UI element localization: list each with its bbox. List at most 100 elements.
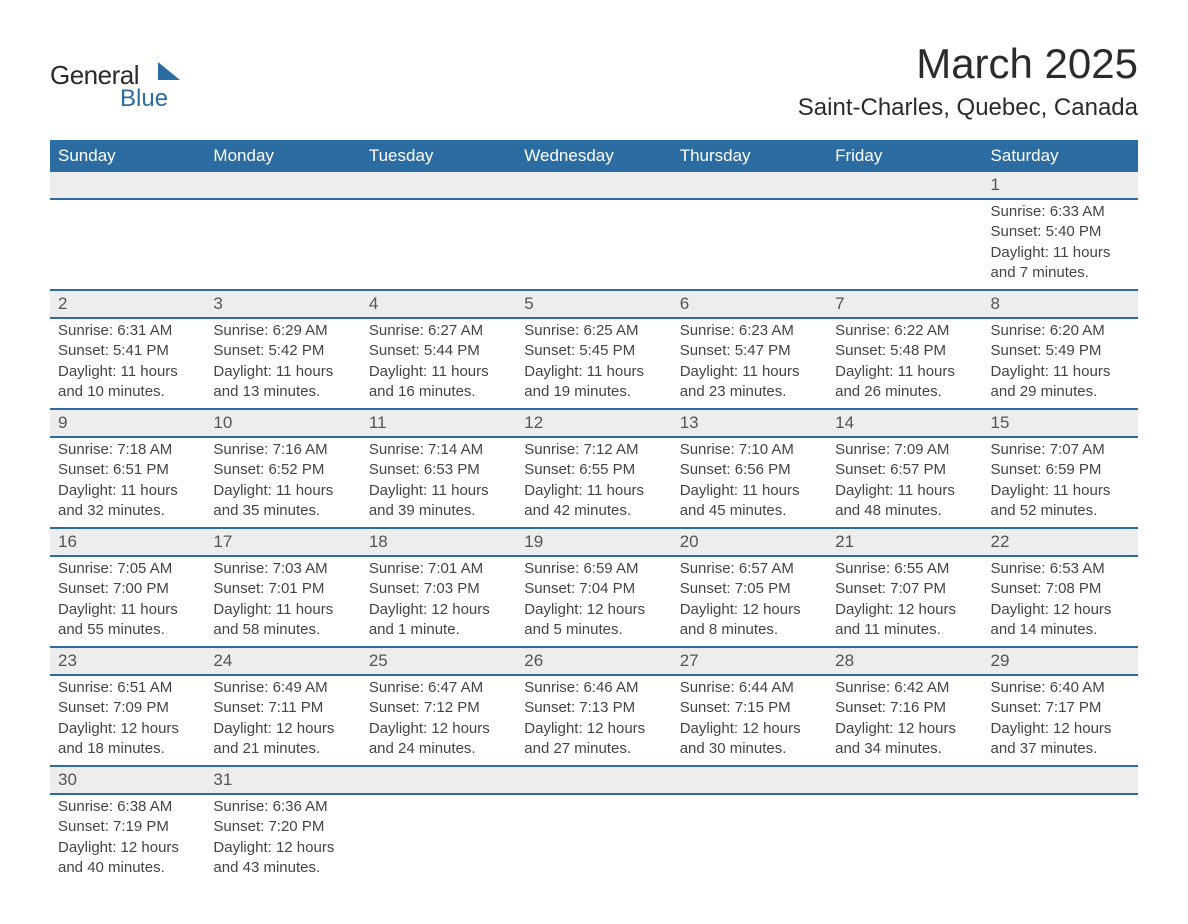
- daylight-text: Daylight: 11 hours and 45 minutes.: [680, 481, 819, 522]
- sunset-text: Sunset: 7:00 PM: [58, 579, 197, 599]
- location: Saint-Charles, Quebec, Canada: [798, 94, 1138, 122]
- day-content-cell: [516, 199, 671, 290]
- day-number-cell: 5: [516, 290, 671, 318]
- daylight-text: Daylight: 11 hours and 19 minutes.: [524, 362, 663, 403]
- day-number-cell: [983, 766, 1138, 794]
- month-title: March 2025: [798, 40, 1138, 88]
- day-content-cell: Sunrise: 6:40 AMSunset: 7:17 PMDaylight:…: [983, 675, 1138, 766]
- day-number-cell: 22: [983, 528, 1138, 556]
- sunrise-text: Sunrise: 6:29 AM: [213, 321, 352, 341]
- calendar-table: Sunday Monday Tuesday Wednesday Thursday…: [50, 140, 1138, 884]
- day-content-cell: Sunrise: 6:36 AMSunset: 7:20 PMDaylight:…: [205, 794, 360, 884]
- day-content-cell: [361, 794, 516, 884]
- day-content-cell: Sunrise: 6:42 AMSunset: 7:16 PMDaylight:…: [827, 675, 982, 766]
- day-number-cell: 30: [50, 766, 205, 794]
- daylight-text: Daylight: 11 hours and 35 minutes.: [213, 481, 352, 522]
- day-number-cell: 4: [361, 290, 516, 318]
- day-content-cell: Sunrise: 6:38 AMSunset: 7:19 PMDaylight:…: [50, 794, 205, 884]
- sunset-text: Sunset: 5:45 PM: [524, 341, 663, 361]
- sunset-text: Sunset: 5:49 PM: [991, 341, 1130, 361]
- sunrise-text: Sunrise: 7:18 AM: [58, 440, 197, 460]
- sunset-text: Sunset: 6:52 PM: [213, 460, 352, 480]
- day-content-cell: Sunrise: 7:18 AMSunset: 6:51 PMDaylight:…: [50, 437, 205, 528]
- week-4-content-row: Sunrise: 6:51 AMSunset: 7:09 PMDaylight:…: [50, 675, 1138, 766]
- day-content-cell: Sunrise: 7:16 AMSunset: 6:52 PMDaylight:…: [205, 437, 360, 528]
- day-number-cell: 17: [205, 528, 360, 556]
- sunset-text: Sunset: 5:47 PM: [680, 341, 819, 361]
- weekday-friday: Friday: [827, 140, 982, 172]
- sunrise-text: Sunrise: 6:23 AM: [680, 321, 819, 341]
- day-number-cell: 28: [827, 647, 982, 675]
- sunrise-text: Sunrise: 7:14 AM: [369, 440, 508, 460]
- day-number-cell: 18: [361, 528, 516, 556]
- sunrise-text: Sunrise: 6:38 AM: [58, 797, 197, 817]
- sunrise-text: Sunrise: 6:49 AM: [213, 678, 352, 698]
- day-content-cell: Sunrise: 7:09 AMSunset: 6:57 PMDaylight:…: [827, 437, 982, 528]
- daylight-text: Daylight: 11 hours and 52 minutes.: [991, 481, 1130, 522]
- daylight-text: Daylight: 12 hours and 37 minutes.: [991, 719, 1130, 760]
- sunset-text: Sunset: 7:08 PM: [991, 579, 1130, 599]
- daylight-text: Daylight: 11 hours and 39 minutes.: [369, 481, 508, 522]
- sunset-text: Sunset: 6:53 PM: [369, 460, 508, 480]
- sunrise-text: Sunrise: 7:09 AM: [835, 440, 974, 460]
- daylight-text: Daylight: 12 hours and 8 minutes.: [680, 600, 819, 641]
- day-number-cell: [672, 172, 827, 199]
- day-number-cell: 10: [205, 409, 360, 437]
- day-content-cell: Sunrise: 6:46 AMSunset: 7:13 PMDaylight:…: [516, 675, 671, 766]
- day-number-cell: [827, 766, 982, 794]
- week-5-content-row: Sunrise: 6:38 AMSunset: 7:19 PMDaylight:…: [50, 794, 1138, 884]
- day-content-cell: Sunrise: 6:25 AMSunset: 5:45 PMDaylight:…: [516, 318, 671, 409]
- day-content-cell: Sunrise: 6:23 AMSunset: 5:47 PMDaylight:…: [672, 318, 827, 409]
- day-content-cell: Sunrise: 7:14 AMSunset: 6:53 PMDaylight:…: [361, 437, 516, 528]
- day-number-cell: 31: [205, 766, 360, 794]
- week-0-content-row: Sunrise: 6:33 AMSunset: 5:40 PMDaylight:…: [50, 199, 1138, 290]
- sunset-text: Sunset: 7:15 PM: [680, 698, 819, 718]
- day-content-cell: Sunrise: 7:01 AMSunset: 7:03 PMDaylight:…: [361, 556, 516, 647]
- sunrise-text: Sunrise: 6:25 AM: [524, 321, 663, 341]
- daylight-text: Daylight: 12 hours and 14 minutes.: [991, 600, 1130, 641]
- weekday-monday: Monday: [205, 140, 360, 172]
- day-content-cell: Sunrise: 6:20 AMSunset: 5:49 PMDaylight:…: [983, 318, 1138, 409]
- day-number-cell: 27: [672, 647, 827, 675]
- day-content-cell: [205, 199, 360, 290]
- day-content-cell: Sunrise: 6:31 AMSunset: 5:41 PMDaylight:…: [50, 318, 205, 409]
- day-number-cell: [361, 766, 516, 794]
- day-content-cell: [672, 794, 827, 884]
- calendar-body: 1 Sunrise: 6:33 AMSunset: 5:40 PMDayligh…: [50, 172, 1138, 884]
- sunrise-text: Sunrise: 7:16 AM: [213, 440, 352, 460]
- weekday-saturday: Saturday: [983, 140, 1138, 172]
- day-number-cell: 21: [827, 528, 982, 556]
- daylight-text: Daylight: 12 hours and 30 minutes.: [680, 719, 819, 760]
- sunset-text: Sunset: 7:05 PM: [680, 579, 819, 599]
- day-content-cell: [983, 794, 1138, 884]
- sunset-text: Sunset: 5:48 PM: [835, 341, 974, 361]
- day-content-cell: Sunrise: 6:49 AMSunset: 7:11 PMDaylight:…: [205, 675, 360, 766]
- header: General Blue March 2025 Saint-Charles, Q…: [50, 40, 1138, 122]
- day-content-cell: Sunrise: 6:57 AMSunset: 7:05 PMDaylight:…: [672, 556, 827, 647]
- daylight-text: Daylight: 12 hours and 18 minutes.: [58, 719, 197, 760]
- sunrise-text: Sunrise: 7:05 AM: [58, 559, 197, 579]
- day-number-cell: [672, 766, 827, 794]
- sunset-text: Sunset: 7:01 PM: [213, 579, 352, 599]
- daylight-text: Daylight: 12 hours and 1 minute.: [369, 600, 508, 641]
- sunrise-text: Sunrise: 6:44 AM: [680, 678, 819, 698]
- sunset-text: Sunset: 7:17 PM: [991, 698, 1130, 718]
- sunset-text: Sunset: 7:13 PM: [524, 698, 663, 718]
- day-number-cell: 11: [361, 409, 516, 437]
- day-number-cell: 26: [516, 647, 671, 675]
- sunrise-text: Sunrise: 6:27 AM: [369, 321, 508, 341]
- sunrise-text: Sunrise: 6:42 AM: [835, 678, 974, 698]
- daylight-text: Daylight: 11 hours and 13 minutes.: [213, 362, 352, 403]
- day-number-cell: 2: [50, 290, 205, 318]
- sunset-text: Sunset: 7:20 PM: [213, 817, 352, 837]
- day-number-cell: [361, 172, 516, 199]
- sunset-text: Sunset: 5:42 PM: [213, 341, 352, 361]
- sunset-text: Sunset: 7:19 PM: [58, 817, 197, 837]
- daylight-text: Daylight: 11 hours and 26 minutes.: [835, 362, 974, 403]
- day-content-cell: Sunrise: 7:10 AMSunset: 6:56 PMDaylight:…: [672, 437, 827, 528]
- day-number-cell: 3: [205, 290, 360, 318]
- daylight-text: Daylight: 11 hours and 32 minutes.: [58, 481, 197, 522]
- day-number-cell: 25: [361, 647, 516, 675]
- sunrise-text: Sunrise: 7:07 AM: [991, 440, 1130, 460]
- day-number-cell: 15: [983, 409, 1138, 437]
